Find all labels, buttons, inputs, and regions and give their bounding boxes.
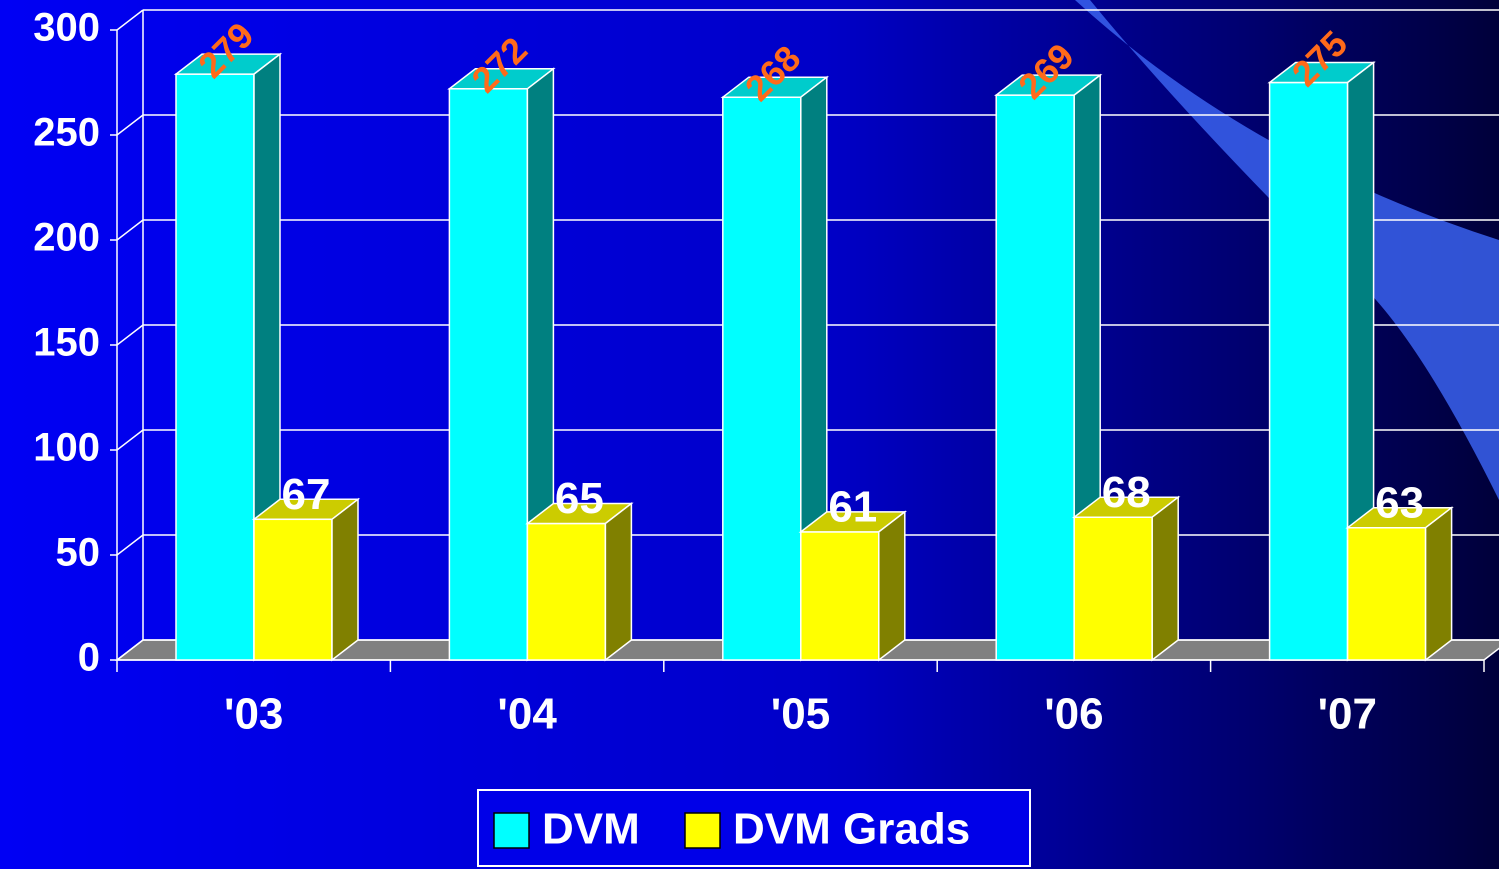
y-tick-label: 150 [33,321,100,365]
bar-front [448,88,529,661]
legend-label: DVM [542,805,640,854]
x-tick-label: '03 [224,690,283,739]
plot-area: 050100150200250300'0327967'0427265'05268… [33,6,1499,739]
data-label: 67 [282,470,331,519]
bar [1345,506,1454,662]
bar [251,497,361,662]
bar-front [722,96,802,661]
x-tick-label: '07 [1318,690,1377,739]
bar-front [995,94,1075,661]
data-label: 68 [1102,468,1151,517]
y-tick-label: 200 [33,216,100,260]
bar [1071,495,1181,662]
bar [1267,60,1376,662]
bar [798,510,908,662]
x-tick-label: '05 [771,690,830,739]
legend-swatch [684,812,721,849]
bar [525,501,634,662]
data-label: 65 [555,474,604,523]
y-tick-label: 100 [33,426,100,470]
bar-front [253,518,333,661]
bar-front [1346,526,1427,661]
data-label: 63 [1375,478,1424,527]
legend-label: DVM Grads [733,805,970,854]
legend-items: DVM DVM Grads [493,805,970,854]
bar-front [1073,516,1153,661]
y-tick-label: 300 [33,6,100,50]
grid-diagonal [116,324,144,346]
data-label: 61 [828,483,877,532]
bar-front [175,73,255,661]
grid-diagonal [116,534,144,556]
x-tick-label: '06 [1044,690,1103,739]
bar-side [1424,506,1453,662]
legend [477,789,1031,867]
bar-side [1151,495,1179,662]
grid-diagonal [116,429,144,451]
bar [720,75,830,662]
bar-front [1268,81,1349,661]
grid-diagonal [116,639,144,661]
bar-side [604,501,633,662]
legend-swatch [493,812,530,849]
decor-ribbon [1075,0,1499,500]
x-tick-label: '04 [497,690,557,739]
bar-side [878,510,906,662]
grid-diagonal [116,219,144,241]
bar-front [526,522,607,661]
bar-side [331,497,359,662]
y-tick-label: 0 [78,636,100,680]
y-tick-label: 250 [33,111,100,155]
grid-diagonal [116,114,144,136]
bar-front [800,531,880,661]
y-tick-label: 50 [56,531,101,575]
grid-diagonal [116,9,144,31]
